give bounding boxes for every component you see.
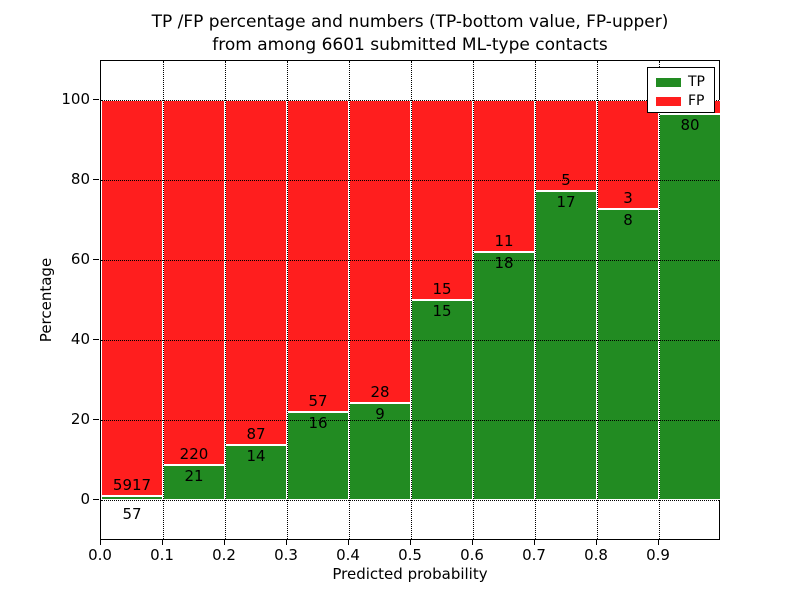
tp-bar-segment [473, 251, 535, 500]
fp-swatch-icon [656, 96, 681, 106]
x-tick-mark [658, 540, 659, 545]
y-gridline [101, 340, 719, 341]
x-tick-label: 0.1 [150, 546, 174, 564]
y-tick-label: 80 [70, 170, 90, 188]
fp-bar-segment [473, 100, 535, 252]
y-tick-label: 100 [61, 90, 90, 108]
y-tick-mark [93, 99, 99, 100]
tp-count-label: 15 [432, 302, 452, 320]
fp-bar-segment [225, 100, 287, 445]
x-tick-mark [286, 540, 287, 545]
y-axis-label: Percentage [37, 257, 55, 343]
fp-bar-segment [163, 100, 225, 466]
legend: TP FP [647, 67, 715, 113]
y-tick-label: 60 [70, 250, 90, 268]
fp-bar-segment [597, 100, 659, 210]
fp-bar-segment [101, 100, 163, 497]
y-tick-mark [93, 259, 99, 260]
x-gridline [349, 61, 350, 539]
fp-count-label: 87 [246, 424, 266, 443]
tp-count-label: 80 [680, 116, 700, 135]
fp-count-label: 5 [561, 170, 571, 189]
x-tick-mark [348, 540, 349, 545]
y-tick-mark [93, 339, 99, 340]
fp-count-label: 11 [494, 231, 514, 250]
y-tick-label: 40 [70, 330, 90, 348]
tp-swatch-icon [656, 77, 681, 87]
fp-count-label: 15 [432, 280, 452, 298]
x-tick-mark [100, 540, 101, 545]
tp-bar-segment [101, 496, 163, 500]
x-gridline [535, 61, 536, 539]
fp-count-label: 3 [623, 189, 633, 208]
legend-item-fp: FP [656, 92, 714, 110]
y-tick-label: 20 [70, 410, 90, 428]
x-tick-mark [472, 540, 473, 545]
fp-bar-segment [287, 100, 349, 413]
fp-count-label: 57 [308, 392, 328, 411]
tp-count-label: 18 [494, 253, 514, 272]
chart-title-line1: TP /FP percentage and numbers (TP-bottom… [151, 12, 669, 32]
plot-area: 5917 57 220 21 87 14 57 16 28 9 15 15 11 18 5 17 3 8 80 [100, 60, 721, 540]
x-axis-label: Predicted probability [332, 565, 488, 583]
tp-count-label: 14 [246, 446, 266, 465]
tp-count-label: 21 [184, 467, 204, 486]
x-gridline [225, 61, 226, 539]
legend-item-tp: TP [656, 73, 714, 91]
tp-bar-segment [659, 114, 721, 500]
tp-bar-segment [597, 209, 659, 500]
y-tick-mark [93, 419, 99, 420]
tp-count-label: 8 [623, 211, 633, 230]
tp-bar-segment [287, 412, 349, 500]
x-gridline [597, 61, 598, 539]
tp-bar-segment [163, 465, 225, 500]
fp-bar-segment [411, 100, 473, 300]
fp-count-label: 5917 [112, 476, 152, 495]
y-gridline [101, 420, 719, 421]
x-tick-label: 0.8 [584, 546, 608, 564]
tp-count-label: 16 [308, 414, 328, 433]
fp-count-label: 220 [179, 445, 209, 464]
x-tick-label: 0.3 [274, 546, 298, 564]
x-tick-label: 0.4 [336, 546, 360, 564]
x-tick-label: 0.0 [88, 546, 112, 564]
chart-title: TP /FP percentage and numbers (TP-bottom… [100, 11, 720, 57]
y-gridline [101, 100, 719, 101]
x-gridline [287, 61, 288, 539]
tp-bar-segment [411, 300, 473, 500]
x-tick-label: 0.5 [398, 546, 422, 564]
x-gridline [473, 61, 474, 539]
x-tick-mark [224, 540, 225, 545]
tp-count-label: 17 [556, 192, 576, 211]
x-tick-mark [410, 540, 411, 545]
y-tick-mark [93, 499, 99, 500]
x-tick-mark [596, 540, 597, 545]
y-tick-label: 0 [80, 490, 90, 508]
x-gridline [163, 61, 164, 539]
tp-count-label: 57 [122, 505, 142, 523]
y-tick-mark [93, 179, 99, 180]
fp-bar-segment [349, 100, 411, 403]
y-gridline [101, 500, 719, 501]
tp-count-label: 9 [375, 404, 385, 423]
x-tick-label: 0.9 [646, 546, 670, 564]
fp-count-label: 28 [370, 382, 390, 401]
x-tick-label: 0.6 [460, 546, 484, 564]
legend-tp-label: TP [688, 74, 705, 90]
legend-fp-label: FP [688, 93, 705, 109]
chart-title-line2: from among 6601 submitted ML-type contac… [212, 35, 608, 55]
y-gridline [101, 180, 719, 181]
x-gridline [659, 61, 660, 539]
x-tick-label: 0.7 [522, 546, 546, 564]
tp-bar-segment [535, 190, 597, 500]
x-tick-label: 0.2 [212, 546, 236, 564]
tp-bar-segment [349, 402, 411, 500]
x-gridline [411, 61, 412, 539]
x-tick-mark [534, 540, 535, 545]
x-tick-mark [162, 540, 163, 545]
y-gridline [101, 260, 719, 261]
